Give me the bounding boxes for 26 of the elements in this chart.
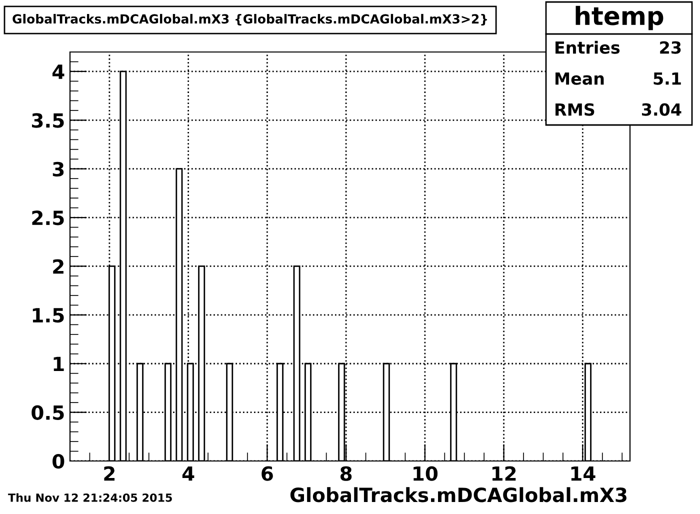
annotation: Entries xyxy=(556,40,620,54)
x-axis-title: GlobalTracks.mDCAGlobal.mX3 xyxy=(290,487,626,502)
text: 23 xyxy=(660,41,681,54)
y-tick-label: 1 xyxy=(54,356,64,372)
x-tick-label: 6 xyxy=(262,466,273,481)
text: 3.04 xyxy=(642,103,682,116)
x-tick-label: 4 xyxy=(182,466,194,481)
annotation: RMS xyxy=(556,103,594,116)
y-tick-label: 0.5 xyxy=(32,405,64,420)
text: 5.1 xyxy=(654,72,681,85)
x-tick-label: 12 xyxy=(492,466,516,481)
y-tick-label: 1.5 xyxy=(32,308,64,323)
y-tick-label: 4 xyxy=(52,64,64,79)
text: htemp xyxy=(576,6,664,30)
x-tick-label: 14 xyxy=(571,466,596,481)
y-tick-label: 2.5 xyxy=(32,210,64,226)
y-tick-label: 3 xyxy=(52,162,64,177)
y-tick-label: 2 xyxy=(53,259,64,274)
annotation: Mean xyxy=(556,72,604,85)
y-tick-label: 3.5 xyxy=(32,113,64,128)
text: Thu Nov 12 21:24:05 2015 xyxy=(8,493,172,502)
x-tick-label: 8 xyxy=(340,466,352,481)
y-tick-label: 0 xyxy=(52,454,64,469)
x-tick-label: 10 xyxy=(414,466,438,481)
x-tick-label: 2 xyxy=(104,466,115,481)
chart-title: GlobalTracks.mDCAGlobal.mX3 {GlobalTracks.mDCAGlobal.mX3>2} xyxy=(12,14,487,26)
